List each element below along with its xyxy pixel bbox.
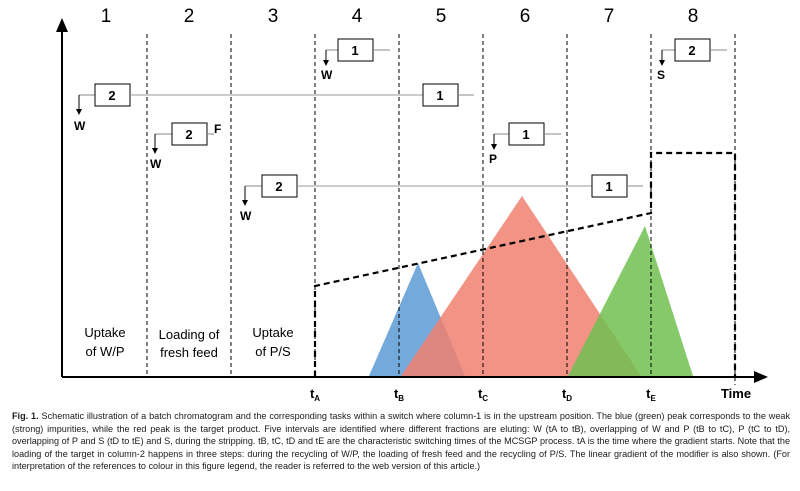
box-interval-6-tag: P [489,152,497,166]
task-label-1-line1: Uptake [84,325,125,340]
box-interval-6-label: 1 [522,127,529,142]
row-feed-box-label: 2 [185,127,192,142]
figure-caption: Fig. 1. Schematic illustration of a batc… [12,410,790,473]
row-feed-extra: F [214,122,221,136]
task-label-3-line1: Uptake [252,325,293,340]
switch-time-tB: tB [394,386,404,403]
row-w1-box-right-label: 1 [436,88,443,103]
switch-time-tC: tC [478,386,488,403]
interval-number-5: 5 [436,6,447,27]
switch-time-tE: tE [646,386,656,403]
chromatogram-figure: 1 2 3 4 5 6 7 8 Uptake of W/P Loading of… [56,6,768,403]
row-w2: W 2 1 [240,174,643,223]
strong-impurity-peak [568,226,693,376]
box-interval-4-label: 1 [351,43,358,58]
interval-number-1: 1 [101,6,112,27]
row-w1-box-left-label: 2 [108,88,115,103]
row-feed-tag: W [150,157,162,171]
y-axis-arrow [56,18,68,32]
box-interval-4-tag: W [321,68,333,82]
box-interval-4: W 1 [321,38,390,82]
row-feed: W 2 F [150,122,221,171]
time-axis-label: Time [721,386,751,401]
target-product-peak [401,196,641,376]
figure-caption-label: Fig. 1. [12,411,39,421]
box-interval-8-tag: S [657,68,665,82]
switch-time-tA: tA [310,386,320,403]
x-axis-arrow [754,371,768,383]
figure-caption-text: Schematic illustration of a batch chroma… [12,411,791,472]
modifier-gradient-line [313,151,737,377]
interval-number-7: 7 [604,6,615,27]
interval-number-2: 2 [184,6,195,27]
row-w2-tag: W [240,209,252,223]
box-interval-8-label: 2 [688,43,695,58]
switch-time-tD: tD [562,386,572,403]
task-label-3-line2: of P/S [255,344,291,359]
task-label-2-line2: fresh feed [160,345,218,360]
interval-number-6: 6 [520,6,531,27]
row-w2-box-right-label: 1 [605,179,612,194]
interval-number-4: 4 [352,6,363,27]
row-w1-tag: W [74,119,86,133]
row-w1: W 2 1 [74,83,474,133]
task-label-2-line1: Loading of [159,327,220,342]
interval-number-3: 3 [268,6,279,27]
row-w2-box-left-label: 2 [275,179,282,194]
box-interval-8: S 2 [657,38,727,82]
interval-number-8: 8 [688,6,699,27]
box-interval-6: P 1 [489,122,561,166]
task-label-1-line2: of W/P [85,344,124,359]
